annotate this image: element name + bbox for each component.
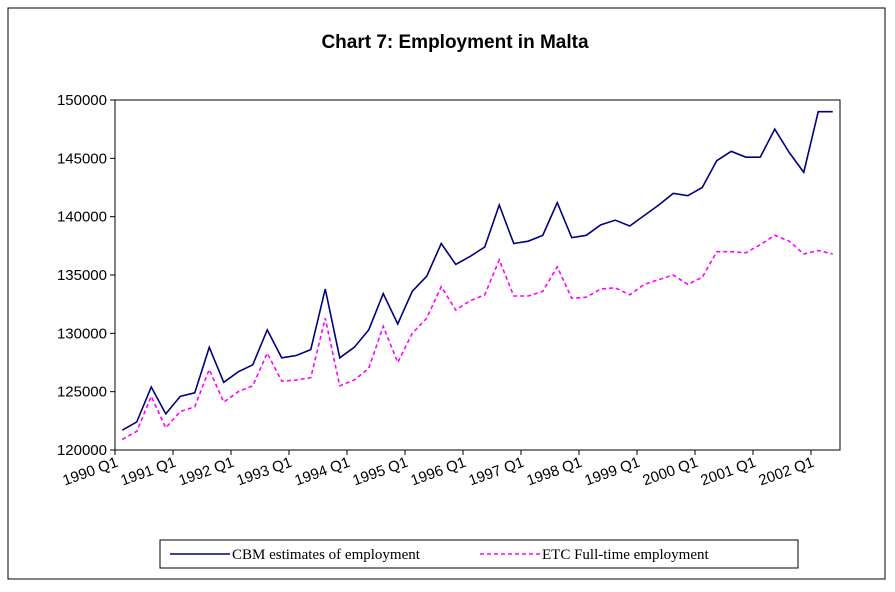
- y-tick-label: 120000: [57, 442, 107, 459]
- y-tick-label: 130000: [57, 325, 107, 342]
- chart-border: [7, 7, 886, 580]
- y-tick-label: 140000: [57, 209, 107, 226]
- y-tick-label: 135000: [57, 267, 107, 284]
- legend-label: ETC Full-time employment: [542, 547, 709, 563]
- series-line: [121, 234, 833, 441]
- y-tick-label: 150000: [57, 92, 107, 109]
- chart-title: Chart 7: Employment in Malta: [321, 32, 589, 53]
- series-line: [121, 110, 833, 431]
- y-tick-label: 125000: [57, 384, 107, 401]
- y-tick-label: 145000: [57, 150, 107, 167]
- legend-label: CBM estimates of employment: [232, 547, 421, 563]
- legend-box: [159, 539, 799, 569]
